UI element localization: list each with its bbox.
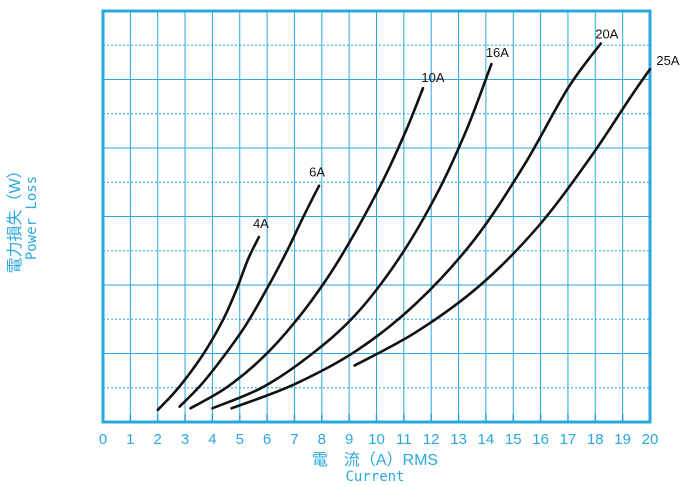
x-tick-label: 13 xyxy=(450,431,467,448)
series-line-4a xyxy=(156,235,261,412)
x-tick-label: 1 xyxy=(126,431,134,448)
series-label-4a: 4A xyxy=(253,216,269,231)
series-line-10a xyxy=(189,86,425,410)
x-tick-label: 15 xyxy=(505,431,522,448)
x-tick-label: 7 xyxy=(290,431,298,448)
x-tick-label: 17 xyxy=(560,431,577,448)
x-tick-label: 11 xyxy=(396,431,412,448)
x-tick-label: 9 xyxy=(345,431,353,448)
x-tick-label: 12 xyxy=(423,431,440,448)
series-line-6a xyxy=(178,184,321,408)
x-axis-subtitle: Current xyxy=(345,469,404,485)
x-tick-label: 16 xyxy=(532,431,549,448)
x-tick-label: 0 xyxy=(99,431,107,448)
x-tick-label: 5 xyxy=(236,431,244,448)
x-tick-label: 18 xyxy=(587,431,604,448)
series-label-25a: 25A xyxy=(656,53,679,68)
x-tick-label: 19 xyxy=(614,431,631,448)
x-tick-label: 10 xyxy=(368,431,385,448)
x-tick-label: 20 xyxy=(642,431,659,448)
x-tick-label: 3 xyxy=(181,431,189,448)
x-tick-labels: 0 1 2 3 4 5 6 7 8 9 10 11 12 13 14 15 16 17 18 19 20 xyxy=(99,431,659,448)
series-label-16a: 16A xyxy=(486,45,509,60)
grid xyxy=(103,11,650,422)
x-tick-label: 6 xyxy=(263,431,271,448)
y-axis-subtitle: Power Loss xyxy=(24,176,40,260)
x-axis-title: 電 流（A）RMS xyxy=(312,451,438,469)
series-label-6a: 6A xyxy=(309,165,325,180)
x-tick-label: 8 xyxy=(318,431,326,448)
series-labels: 4A 6A 10A 16A 20A 25A xyxy=(253,27,680,232)
y-axis-title: 電力損失（W） xyxy=(6,162,24,273)
x-tick-label: 2 xyxy=(154,431,162,448)
series-line-20a xyxy=(230,42,603,410)
x-tick-label: 4 xyxy=(208,431,216,448)
series-label-20a: 20A xyxy=(595,27,618,42)
x-tick-label: 14 xyxy=(478,431,495,448)
series-line-16a xyxy=(211,62,493,410)
series-label-10a: 10A xyxy=(421,70,444,85)
series-line-25a xyxy=(353,67,652,367)
series xyxy=(156,42,652,412)
x-axis-ticks xyxy=(129,414,624,422)
